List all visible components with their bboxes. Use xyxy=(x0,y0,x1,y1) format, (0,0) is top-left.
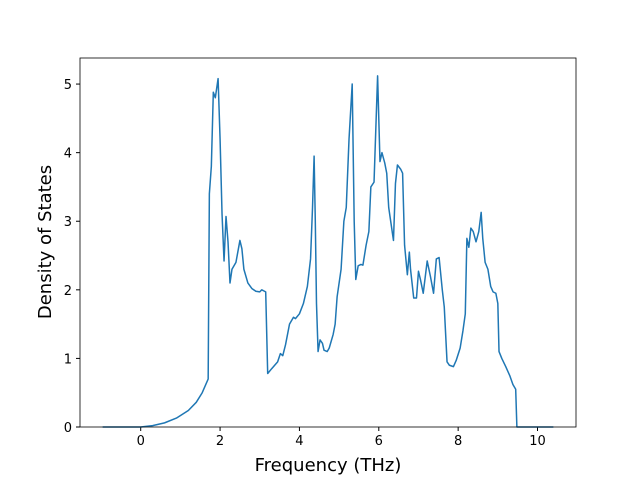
y-tick-label: 2 xyxy=(64,284,72,299)
y-tick-label: 0 xyxy=(64,421,72,436)
x-tick-label: 4 xyxy=(295,434,303,449)
y-tick-label: 4 xyxy=(64,147,72,162)
line xyxy=(102,75,554,428)
x-tick-label: 6 xyxy=(375,434,383,449)
x-axis-label: Frequency (THz) xyxy=(255,455,402,476)
x-tick-label: 8 xyxy=(454,434,462,449)
y-tick-label: 5 xyxy=(64,78,72,93)
plot-frame xyxy=(79,57,577,428)
x-tick-label: 10 xyxy=(529,434,546,449)
x-tick-label: 2 xyxy=(216,434,224,449)
y-axis-label: Density of States xyxy=(35,165,56,319)
y-tick-label: 1 xyxy=(64,352,72,367)
y-tick-label: 3 xyxy=(64,215,72,230)
x-tick-label: 0 xyxy=(137,434,145,449)
